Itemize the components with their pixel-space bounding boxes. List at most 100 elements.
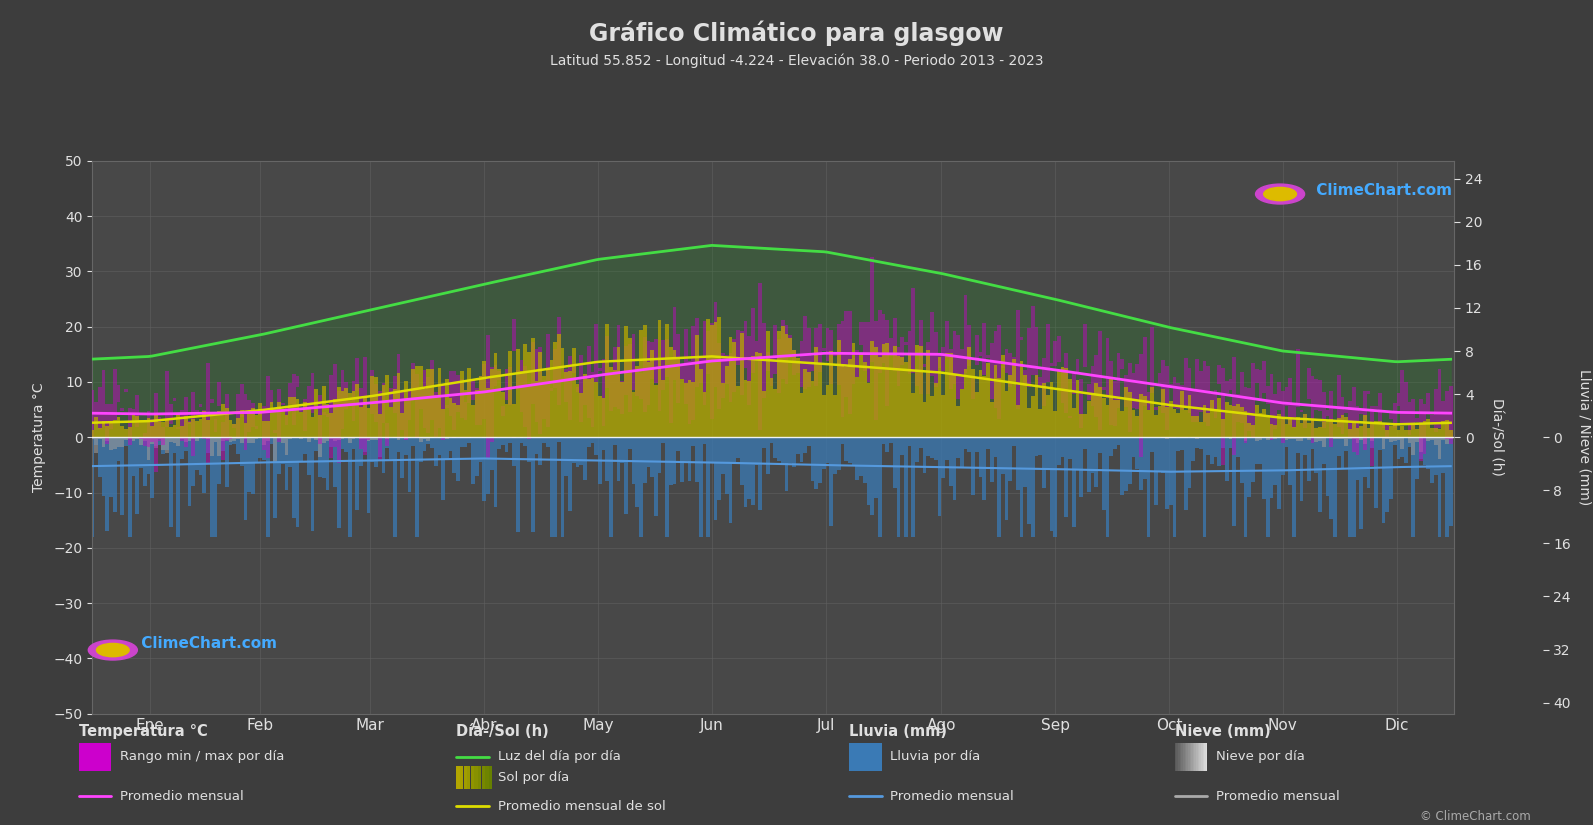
Bar [1086, 384, 1091, 400]
Bar [236, 437, 241, 439]
Bar [1408, 402, 1411, 435]
Bar [449, 370, 452, 416]
Bar [930, 396, 933, 437]
Bar [143, 433, 147, 446]
Bar [781, 327, 785, 437]
Bar [1109, 437, 1114, 456]
Bar [183, 397, 188, 447]
Bar [483, 437, 486, 501]
Bar [1153, 408, 1158, 410]
Bar [188, 437, 191, 441]
Bar [1289, 378, 1292, 425]
Bar [1072, 437, 1075, 527]
Bar [1000, 365, 1005, 368]
Bar [1411, 399, 1415, 429]
Bar [583, 376, 586, 405]
Bar [430, 360, 433, 420]
Bar [202, 410, 205, 439]
Bar [258, 437, 263, 459]
Bar [296, 399, 299, 437]
Bar [1278, 437, 1281, 509]
Bar [269, 389, 274, 403]
Bar [311, 374, 314, 413]
Bar [1352, 387, 1356, 451]
Bar [1411, 437, 1415, 455]
Bar [941, 437, 945, 478]
Bar [299, 412, 303, 437]
Bar [1120, 412, 1125, 437]
Bar [1375, 406, 1378, 408]
Bar [1027, 408, 1031, 437]
Bar [930, 312, 933, 376]
Bar [620, 382, 624, 437]
Bar [1080, 414, 1083, 437]
Bar [800, 342, 803, 388]
Bar [191, 437, 194, 439]
Bar [819, 437, 822, 483]
Bar [655, 437, 658, 516]
Bar [1031, 305, 1034, 375]
Bar [158, 422, 161, 437]
Bar [202, 411, 205, 437]
Bar [569, 371, 572, 437]
Bar [1322, 393, 1325, 428]
Bar [105, 437, 110, 530]
Bar [666, 437, 669, 537]
Bar [258, 437, 263, 438]
Bar [1172, 377, 1176, 408]
Bar [158, 417, 161, 441]
Bar [105, 426, 110, 437]
Bar [213, 437, 217, 537]
Bar [1225, 402, 1228, 437]
Bar [1356, 437, 1359, 443]
Bar [892, 346, 897, 437]
Bar [489, 766, 492, 789]
Bar [150, 419, 155, 442]
Bar [508, 351, 513, 437]
Bar [110, 422, 113, 437]
Bar [1075, 359, 1080, 374]
Bar [1434, 437, 1437, 475]
Bar [1255, 437, 1258, 441]
Bar [489, 367, 494, 442]
Bar [953, 331, 956, 384]
Bar [658, 359, 661, 412]
Bar [266, 422, 269, 437]
Bar [472, 405, 475, 437]
Bar [1195, 437, 1200, 439]
Bar [564, 372, 569, 437]
Bar [1016, 405, 1020, 437]
Bar [449, 398, 452, 437]
Bar [1150, 387, 1153, 437]
Bar [1381, 437, 1386, 449]
Bar [722, 437, 725, 474]
Bar [886, 320, 889, 406]
Bar [789, 338, 792, 437]
Bar [225, 437, 229, 487]
Bar [972, 437, 975, 496]
Bar [229, 437, 233, 441]
Bar [624, 437, 628, 514]
Bar [661, 341, 666, 390]
Bar [444, 437, 449, 460]
Bar [1180, 742, 1182, 771]
Bar [366, 437, 371, 440]
Bar [169, 437, 172, 442]
Bar [132, 437, 135, 476]
Bar [830, 351, 833, 437]
Bar [583, 437, 586, 480]
Bar [881, 344, 886, 437]
Bar [205, 437, 210, 439]
Bar [975, 392, 978, 437]
Bar [1415, 429, 1419, 437]
Bar [378, 437, 382, 457]
Bar [121, 427, 124, 437]
Bar [1431, 415, 1434, 425]
Bar [113, 437, 116, 450]
Bar [277, 403, 280, 437]
Bar [841, 365, 844, 437]
Bar [333, 364, 336, 447]
Bar [127, 437, 132, 439]
Bar [177, 427, 180, 430]
Bar [1192, 389, 1195, 422]
